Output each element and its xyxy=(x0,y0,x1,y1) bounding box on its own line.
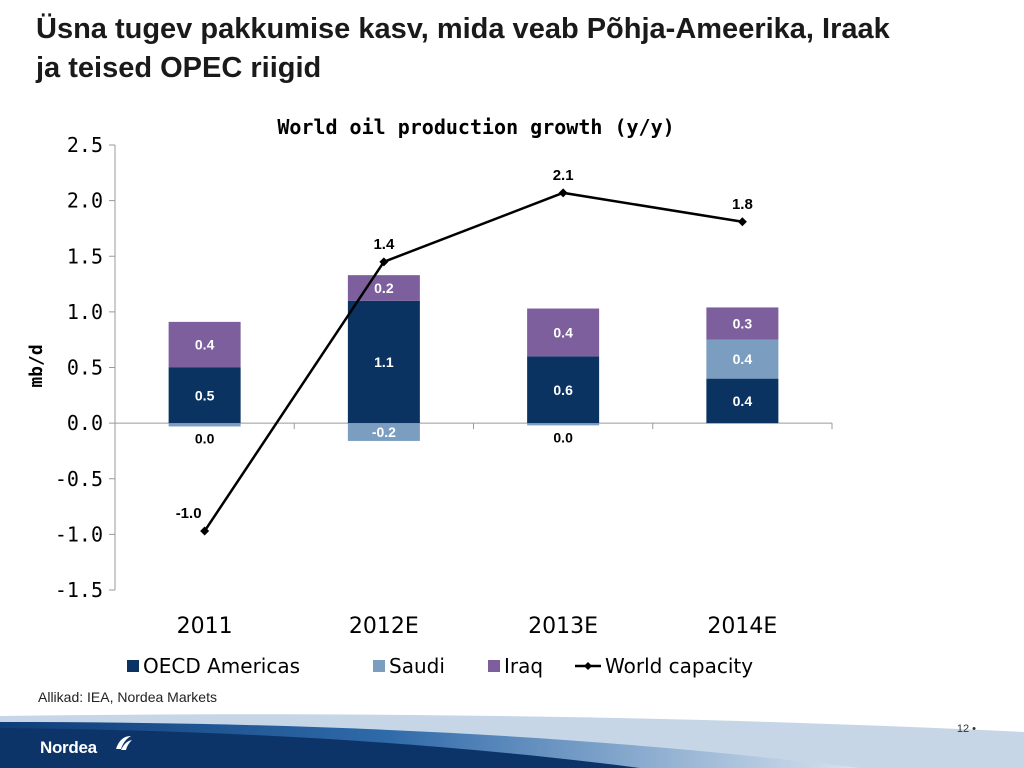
world-capacity-point xyxy=(379,257,389,267)
y-tick-label: 0.0 xyxy=(67,411,103,435)
world-capacity-point xyxy=(200,526,210,536)
y-axis-label: mb/d xyxy=(26,344,47,387)
logo-text: Nordea xyxy=(40,738,97,757)
chart-title: World oil production growth (y/y) xyxy=(277,115,674,139)
bar-segment xyxy=(706,307,779,340)
bar-value-label: 0.4 xyxy=(553,324,573,340)
bar-segment xyxy=(706,339,779,379)
bar-value-label: 0.4 xyxy=(195,337,215,353)
bar-value-label: 0.4 xyxy=(733,351,753,367)
oil-production-chart: World oil production growth (y/y) mb/d 2… xyxy=(26,115,833,678)
bar-segment xyxy=(168,423,241,427)
slide-title-line-2: ja teised OPEC riigid xyxy=(36,52,322,84)
world-capacity-point xyxy=(737,217,747,227)
bar-segment xyxy=(527,308,600,357)
line-value-label: 1.8 xyxy=(732,196,753,213)
chart-bars xyxy=(168,275,779,441)
y-tick-label: 0.5 xyxy=(67,356,103,380)
y-tick-label: 1.5 xyxy=(67,244,103,268)
bar-value-label: 0.0 xyxy=(553,429,573,445)
bar-segment xyxy=(347,423,420,441)
chart-legend: OECD Americas Saudi Iraq World capacity xyxy=(127,654,753,678)
line-value-label: 1.4 xyxy=(373,236,395,253)
bar-value-label: 1.1 xyxy=(374,354,394,370)
y-tick-label: -1.5 xyxy=(55,578,103,602)
slide-title-line-1: Üsna tugev pakkumise kasv, mida veab Põh… xyxy=(36,13,890,45)
y-tick-label: 2.0 xyxy=(67,189,103,213)
y-tick-label: 2.5 xyxy=(67,133,103,157)
line-value-label: -1.0 xyxy=(176,505,202,522)
slide-title: Üsna tugev pakkumise kasv, mida veab Põh… xyxy=(36,10,996,88)
legend-label: Iraq xyxy=(504,654,543,678)
legend-swatch xyxy=(488,660,500,672)
legend-label: OECD Americas xyxy=(143,654,300,678)
bar-segment xyxy=(168,321,241,368)
bar-segment xyxy=(347,300,420,424)
x-tick-label: 2014E xyxy=(707,614,777,639)
bar-value-label: 0.3 xyxy=(733,316,753,332)
source-note: Allikad: IEA, Nordea Markets xyxy=(38,689,217,705)
page-number-value: 12 xyxy=(956,723,970,735)
legend-marker xyxy=(584,662,592,670)
bar-value-label: 0.4 xyxy=(733,393,753,409)
nordea-sail-icon xyxy=(116,736,132,750)
chart-line xyxy=(200,188,747,536)
y-tick-label: 1.0 xyxy=(67,300,103,324)
page-number: 12 • xyxy=(956,723,976,735)
legend-swatch xyxy=(373,660,385,672)
footer-band xyxy=(0,714,1024,768)
x-tick-label: 2013E xyxy=(528,614,598,639)
bar-value-label: 0.6 xyxy=(553,382,573,398)
legend-label: World capacity xyxy=(605,654,753,678)
bar-value-label: 0.0 xyxy=(195,430,215,446)
world-capacity-point xyxy=(558,188,568,198)
bar-value-label: 0.5 xyxy=(195,387,215,403)
bar-value-label: 0.2 xyxy=(374,280,394,296)
world-capacity-line xyxy=(203,191,743,532)
bar-segment xyxy=(527,356,600,424)
x-tick-label: 2012E xyxy=(349,614,419,639)
legend-swatch xyxy=(127,660,139,672)
bar-segment xyxy=(706,378,779,424)
bar-segment xyxy=(527,423,600,426)
line-value-label: 2.1 xyxy=(553,167,574,184)
chart-data-labels: 0.5 0.0 0.4 1.1 -0.2 0.2 0.6 0.0 0.4 0.4 0.4 0.3 -1.… xyxy=(176,167,753,522)
chart-axes: 2.5 2.0 1.5 1.0 0.5 0.0 -0.5 -1.0 -1.5 2011 2012E 2… xyxy=(55,133,833,639)
y-tick-label: -0.5 xyxy=(55,467,103,491)
y-tick-label: -1.0 xyxy=(55,522,103,546)
bar-value-label: -0.2 xyxy=(372,424,396,440)
legend-label: Saudi xyxy=(389,654,445,678)
x-tick-label: 2011 xyxy=(177,614,233,639)
bar-segment xyxy=(168,367,241,424)
